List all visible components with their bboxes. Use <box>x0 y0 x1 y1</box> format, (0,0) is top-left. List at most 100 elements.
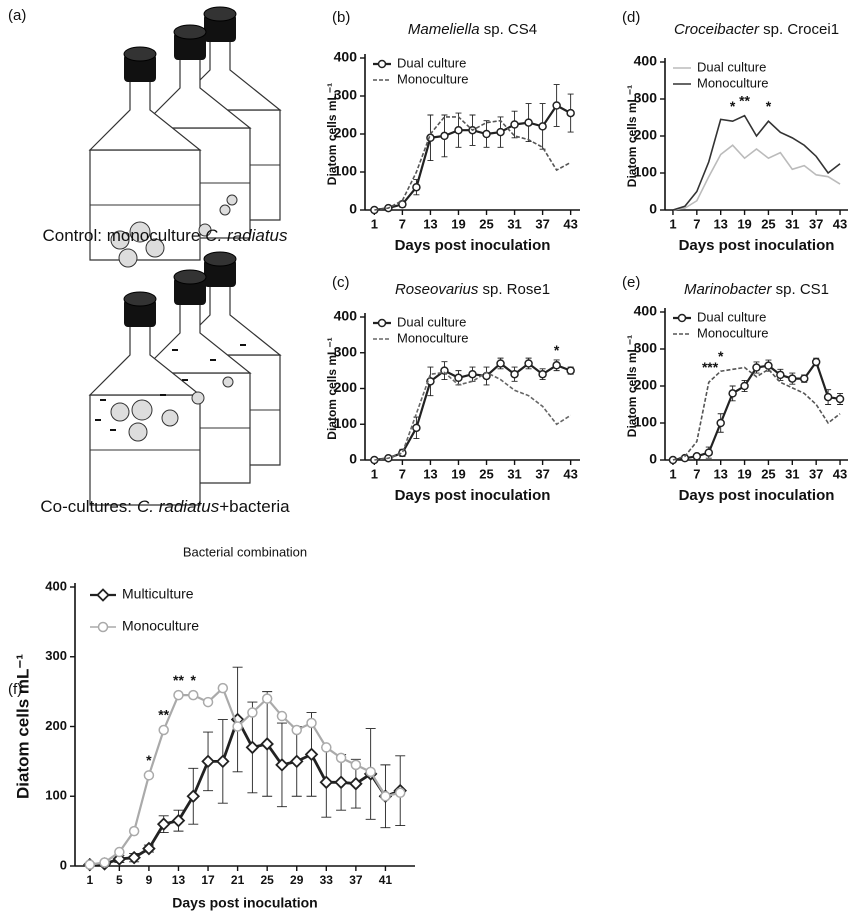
point <box>455 127 462 134</box>
point <box>525 360 532 367</box>
series-line <box>673 368 840 461</box>
x-tick-label: 31 <box>785 466 799 481</box>
caption-text: +bacteria <box>219 497 290 516</box>
significance-marker: ** <box>173 672 184 688</box>
x-tick-label: 19 <box>737 466 751 481</box>
point <box>717 420 724 427</box>
y-tick-label: 0 <box>60 857 67 872</box>
x-tick-label: 37 <box>809 216 823 231</box>
x-tick-label: 7 <box>399 466 406 481</box>
x-tick-label: 43 <box>833 466 847 481</box>
significance-marker: * <box>191 672 197 688</box>
caption-text: Co-cultures: <box>40 497 132 516</box>
point <box>553 102 560 109</box>
point <box>777 371 784 378</box>
point <box>553 362 560 369</box>
point <box>130 827 139 836</box>
point <box>292 725 301 734</box>
x-tick-label: 9 <box>146 873 153 887</box>
significance-marker: * <box>718 348 724 364</box>
point <box>233 722 242 731</box>
caption-text: Control: monoculture <box>42 226 200 245</box>
control-caption: Control: monocultureC. radiatus <box>42 226 288 245</box>
x-tick-label: 13 <box>423 216 437 231</box>
x-tick-label: 17 <box>201 873 215 887</box>
x-axis-label: Days post inoculation <box>395 487 551 504</box>
x-tick-label: 7 <box>693 466 700 481</box>
series-line <box>374 372 570 460</box>
x-tick-label: 13 <box>713 466 727 481</box>
panel-label: (e) <box>622 274 640 291</box>
point <box>705 449 712 456</box>
x-axis-label: Days post inoculation <box>679 237 835 254</box>
x-tick-label: 29 <box>290 873 304 887</box>
significance-marker: ** <box>158 707 169 723</box>
point <box>85 860 94 869</box>
x-tick-label: 37 <box>809 466 823 481</box>
x-tick-label: 33 <box>320 873 334 887</box>
point <box>427 134 434 141</box>
x-tick-label: 1 <box>669 216 676 231</box>
point <box>248 708 257 717</box>
coculture-caption: Co-cultures:C. radiatus+bacteria <box>40 497 290 516</box>
x-tick-label: 31 <box>507 216 521 231</box>
point <box>497 360 504 367</box>
point <box>753 364 760 371</box>
point <box>567 367 574 374</box>
legend-label: Dual culture <box>397 55 466 70</box>
y-axis-label: Diatom cells mL⁻¹ <box>625 85 639 187</box>
point <box>351 760 360 769</box>
legend-marker <box>379 61 386 68</box>
point <box>525 119 532 126</box>
panel-label: (b) <box>332 9 350 26</box>
x-tick-label: 7 <box>693 216 700 231</box>
x-tick-label: 13 <box>423 466 437 481</box>
point <box>218 684 227 693</box>
x-tick-label: 37 <box>535 466 549 481</box>
x-tick-label: 43 <box>563 216 577 231</box>
point <box>336 777 347 788</box>
x-tick-label: 31 <box>507 466 521 481</box>
point <box>511 121 518 128</box>
x-axis-label: Days post inoculation <box>395 237 551 254</box>
x-tick-label: 19 <box>451 216 465 231</box>
legend-label: Monoculture <box>697 75 769 90</box>
figure: (a) Control: monocultureC. radiatus Co-c… <box>0 0 856 915</box>
significance-marker: * <box>146 752 152 768</box>
y-tick-label: 300 <box>45 648 67 663</box>
point <box>203 756 214 767</box>
x-tick-label: 1 <box>371 216 378 231</box>
point <box>539 371 546 378</box>
point <box>307 719 316 728</box>
panel-label: (c) <box>332 274 350 291</box>
chart-title: Mameliella sp. CS4 <box>408 21 537 38</box>
y-tick-label: 400 <box>45 578 67 593</box>
x-tick-label: 25 <box>761 216 775 231</box>
y-tick-label: 100 <box>45 788 67 803</box>
y-tick-label: 0 <box>349 451 357 467</box>
legend-label: Dual culture <box>697 59 766 74</box>
point <box>247 742 258 753</box>
chart-title: Bacterial combination <box>183 544 307 559</box>
legend-label: Monoculture <box>122 618 199 634</box>
legend-label: Dual culture <box>397 314 466 329</box>
significance-marker: * <box>554 342 560 358</box>
x-tick-label: 43 <box>833 216 847 231</box>
point <box>217 756 228 767</box>
legend-marker <box>379 320 386 327</box>
x-tick-label: 1 <box>669 466 676 481</box>
series-line <box>90 720 400 865</box>
point <box>263 694 272 703</box>
y-tick-label: 200 <box>45 718 67 733</box>
point <box>306 749 317 760</box>
point <box>825 394 832 401</box>
legend-label: Monoculture <box>397 71 469 86</box>
point <box>837 395 844 402</box>
x-tick-label: 25 <box>479 216 493 231</box>
x-tick-label: 43 <box>563 466 577 481</box>
point <box>741 383 748 390</box>
legend-label: Multiculture <box>122 586 194 602</box>
point <box>322 743 331 752</box>
x-tick-label: 19 <box>451 466 465 481</box>
significance-marker: ** <box>739 92 750 108</box>
